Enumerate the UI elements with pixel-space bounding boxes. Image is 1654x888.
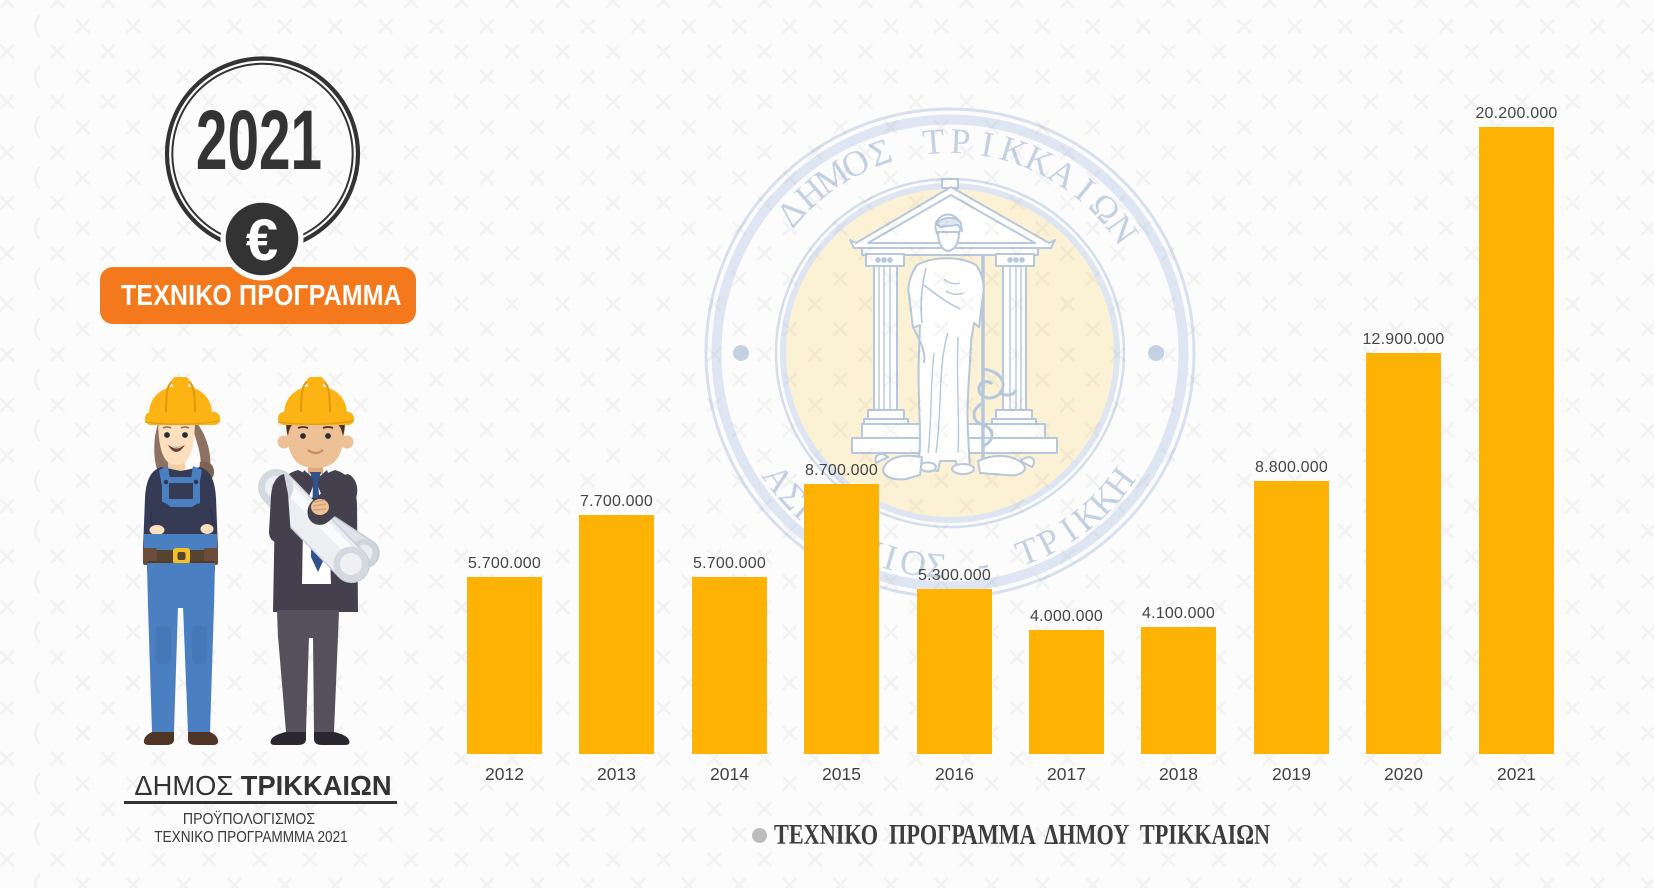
svg-text:€: € [246,208,278,273]
